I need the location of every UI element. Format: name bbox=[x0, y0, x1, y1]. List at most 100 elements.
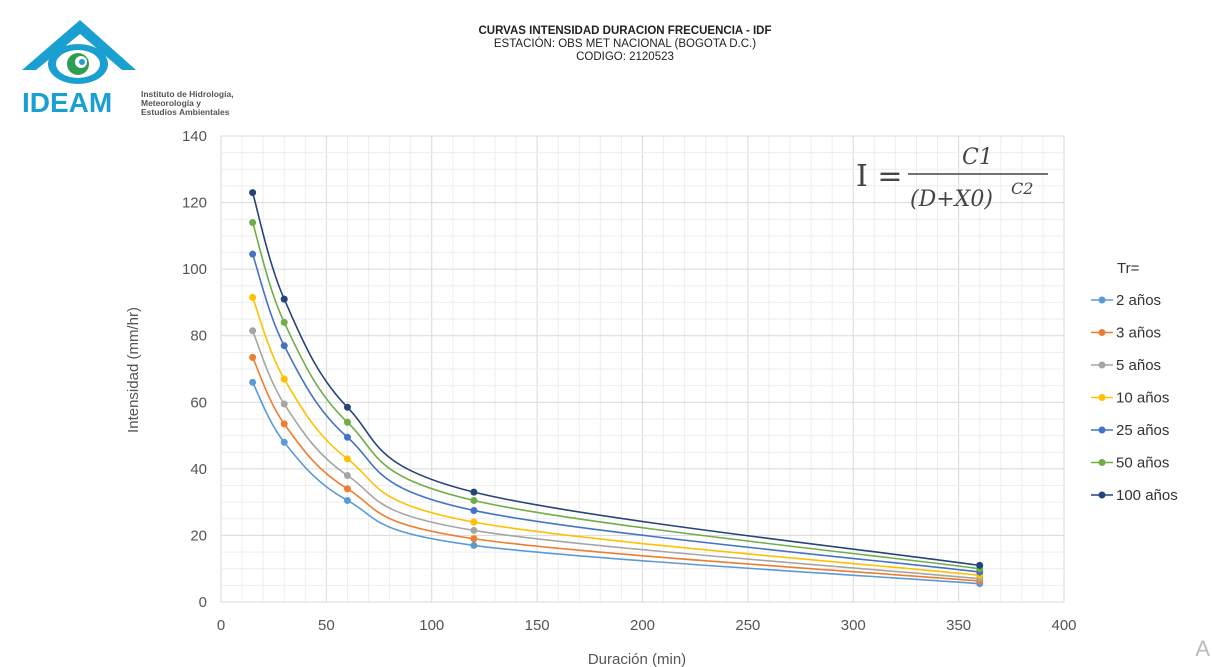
y-tick-label: 0 bbox=[199, 594, 207, 611]
series-10-años bbox=[249, 293, 984, 579]
chart-grid bbox=[220, 135, 1065, 603]
legend-label: 25 años bbox=[1116, 422, 1169, 439]
legend-title: Tr= bbox=[1117, 260, 1140, 277]
series-line bbox=[251, 192, 980, 567]
data-point bbox=[249, 250, 257, 258]
chart-title: CURVAS INTENSIDAD DURACION FRECUENCIA - … bbox=[478, 25, 772, 37]
data-point bbox=[470, 496, 478, 504]
data-point bbox=[280, 420, 288, 428]
data-point bbox=[280, 342, 288, 350]
data-point bbox=[470, 488, 478, 496]
series-50-años bbox=[249, 219, 984, 573]
y-tick-label: 120 bbox=[182, 195, 207, 212]
data-point bbox=[343, 496, 351, 504]
data-point bbox=[976, 561, 984, 569]
x-tick-label: 0 bbox=[217, 617, 225, 634]
legend-swatch-marker bbox=[1098, 361, 1106, 369]
logo-line-2: Meteorología y bbox=[141, 98, 201, 108]
legend-item: 5 años bbox=[1091, 357, 1161, 374]
data-point bbox=[343, 472, 351, 480]
y-tick-label: 80 bbox=[190, 328, 207, 345]
legend-item: 2 años bbox=[1091, 292, 1161, 309]
data-point bbox=[249, 219, 257, 227]
station-label: ESTACIÓN: OBS MET NACIONAL (BOGOTA D.C.) bbox=[493, 38, 757, 50]
data-point bbox=[470, 541, 478, 549]
series-5-años bbox=[249, 327, 984, 583]
series-line bbox=[251, 297, 980, 577]
x-tick-label: 300 bbox=[841, 617, 866, 634]
y-tick-label: 140 bbox=[182, 128, 207, 145]
data-point bbox=[280, 295, 288, 303]
series-line bbox=[251, 222, 980, 570]
logo-subtitle: Instituto de Hidrología, Meteorología y … bbox=[141, 90, 234, 117]
corner-letter: A bbox=[1195, 636, 1210, 661]
data-point bbox=[470, 526, 478, 534]
legend-label: 10 años bbox=[1116, 390, 1169, 407]
logo-line-1: Instituto de Hidrología, bbox=[141, 89, 234, 99]
y-tick-label: 40 bbox=[190, 461, 207, 478]
data-point bbox=[249, 293, 257, 301]
chart-series bbox=[249, 189, 984, 588]
chart-legend: Tr= 2 años 3 años 5 años 10 años 25 años 50 a… bbox=[1091, 260, 1178, 504]
y-tick-label: 20 bbox=[190, 527, 207, 544]
data-point bbox=[280, 318, 288, 326]
data-point bbox=[343, 455, 351, 463]
data-point bbox=[343, 403, 351, 411]
legend-item: 3 años bbox=[1091, 325, 1161, 342]
formula-lhs: I = bbox=[856, 159, 903, 194]
ideam-emblem-icon bbox=[22, 20, 136, 84]
legend-swatch-marker bbox=[1098, 426, 1106, 434]
ideam-logo: IDEAM Instituto de Hidrología, Meteorolo… bbox=[14, 8, 259, 120]
y-tick-label: 60 bbox=[190, 394, 207, 411]
legend-swatch-marker bbox=[1098, 394, 1106, 401]
legend-label: 5 años bbox=[1116, 357, 1161, 374]
legend-item: 10 años bbox=[1091, 390, 1169, 407]
legend-label: 3 años bbox=[1116, 325, 1161, 342]
x-tick-label: 50 bbox=[318, 617, 335, 634]
idf-formula: I = C1 (D+X0) C2 bbox=[856, 145, 1048, 212]
legend-swatch-marker bbox=[1098, 296, 1106, 304]
legend-item: 100 años bbox=[1091, 487, 1178, 504]
legend-item: 25 años bbox=[1091, 422, 1169, 439]
formula-numerator: C1 bbox=[962, 145, 993, 170]
data-point bbox=[280, 438, 288, 446]
x-axis-title: Duración (min) bbox=[588, 651, 686, 667]
series-25-años bbox=[249, 250, 984, 576]
series-100-años bbox=[249, 189, 984, 569]
logo-brand: IDEAM bbox=[22, 87, 113, 118]
x-tick-label: 400 bbox=[1051, 617, 1076, 634]
x-tick-label: 350 bbox=[946, 617, 971, 634]
data-point bbox=[470, 506, 478, 514]
data-point bbox=[280, 375, 288, 383]
data-point bbox=[249, 189, 257, 197]
legend-label: 100 años bbox=[1116, 487, 1178, 504]
legend-swatch-marker bbox=[1098, 459, 1106, 466]
data-point bbox=[343, 485, 351, 493]
legend-swatch-marker bbox=[1098, 329, 1106, 336]
x-tick-label: 150 bbox=[525, 617, 550, 634]
x-tick-label: 200 bbox=[630, 617, 655, 634]
data-point bbox=[470, 518, 478, 526]
chart-header: CURVAS INTENSIDAD DURACION FRECUENCIA - … bbox=[300, 25, 950, 64]
y-tick-label: 100 bbox=[182, 261, 207, 278]
logo-line-3: Estudios Ambientales bbox=[141, 107, 230, 117]
x-tick-label: 250 bbox=[735, 617, 760, 634]
formula-exponent: C2 bbox=[1011, 179, 1033, 198]
data-point bbox=[249, 353, 257, 361]
x-tick-label: 100 bbox=[419, 617, 444, 634]
legend-item: 50 años bbox=[1091, 455, 1169, 472]
data-point bbox=[249, 327, 257, 335]
legend-label: 2 años bbox=[1116, 292, 1161, 309]
axis-labels: Duración (min) Intensidad (mm/hr) bbox=[125, 307, 686, 667]
legend-label: 50 años bbox=[1116, 455, 1169, 472]
data-point bbox=[470, 535, 478, 543]
data-point bbox=[343, 433, 351, 441]
data-point bbox=[249, 378, 257, 386]
y-axis-title: Intensidad (mm/hr) bbox=[125, 307, 142, 433]
data-point bbox=[343, 418, 351, 426]
chart-axes: 0 50 100 150 200 250 300 350 400 0 20 40 60 80 100 120 1… bbox=[182, 128, 1077, 634]
data-point bbox=[280, 400, 288, 408]
formula-denominator: (D+X0) bbox=[910, 187, 993, 212]
station-code: CODIGO: 2120523 bbox=[576, 51, 674, 63]
